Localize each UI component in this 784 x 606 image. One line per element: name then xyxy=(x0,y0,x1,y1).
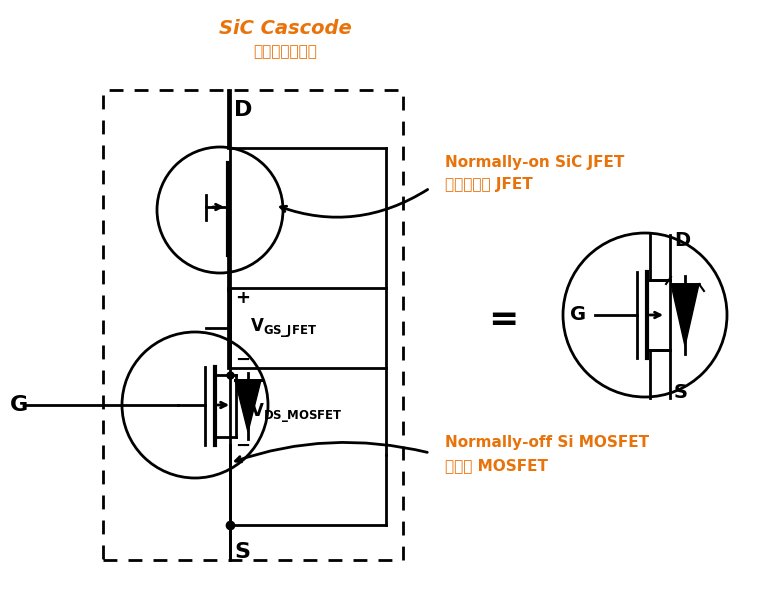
Bar xyxy=(103,90,403,560)
Text: Normally-off Si MOSFET: Normally-off Si MOSFET xyxy=(445,436,649,450)
Polygon shape xyxy=(235,380,261,432)
Polygon shape xyxy=(671,284,699,346)
Text: $\mathbf{V_{DS\_MOSFET}}$: $\mathbf{V_{DS\_MOSFET}}$ xyxy=(250,401,343,425)
Text: G: G xyxy=(570,305,586,324)
Text: 常关硅 MOSFET: 常关硅 MOSFET xyxy=(445,459,548,473)
Text: −: − xyxy=(235,437,250,455)
Text: D: D xyxy=(234,100,252,120)
Text: +: + xyxy=(235,289,250,307)
Text: D: D xyxy=(674,230,690,250)
Bar xyxy=(228,288,386,368)
Text: 常开碳化硅 JFET: 常开碳化硅 JFET xyxy=(445,178,533,193)
Text: SiC Cascode: SiC Cascode xyxy=(219,19,351,38)
Text: +: + xyxy=(235,379,250,397)
Text: 碳化硅共源共栖: 碳化硅共源共栖 xyxy=(253,44,317,59)
Text: $\mathbf{V_{GS\_JFET}}$: $\mathbf{V_{GS\_JFET}}$ xyxy=(250,316,317,339)
Text: S: S xyxy=(234,542,250,562)
Text: −: − xyxy=(235,351,250,369)
Text: S: S xyxy=(674,384,688,402)
Text: =: = xyxy=(488,303,518,337)
Text: Normally-on SiC JFET: Normally-on SiC JFET xyxy=(445,155,624,170)
Text: G: G xyxy=(10,395,28,415)
